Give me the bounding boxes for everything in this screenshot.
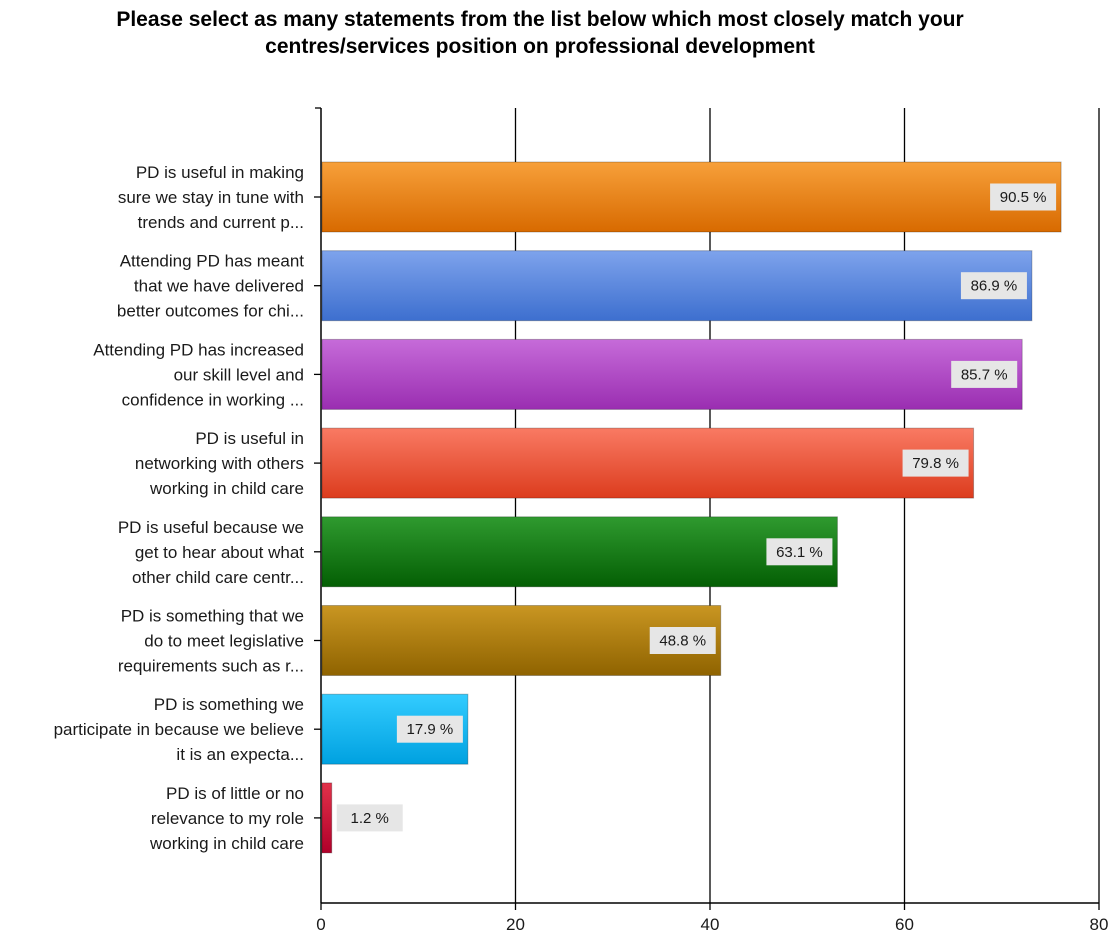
x-tick-label: 0 [316,915,325,934]
data-label: 90.5 % [1000,189,1047,206]
data-label: 86.9 % [971,278,1018,295]
chart-title-line-1: Please select as many statements from th… [116,8,964,31]
bar [321,427,975,499]
category-label: it is an expecta... [176,745,304,764]
labels: 0 20 40 60 80 PD is useful in making sure we s… [54,163,1109,934]
category-label: relevance to my role [151,809,304,828]
category-label: PD is useful in [195,429,304,448]
category-label: better outcomes for chi... [117,302,304,321]
category-label: networking with others [135,454,304,473]
category-label: that we have delivered [134,277,304,296]
category-label: sure we stay in tune with [118,188,304,207]
category-label: our skill level and [174,365,304,384]
bar [321,250,1033,322]
data-label-box [766,538,833,566]
category-label: working in child care [149,834,304,853]
bars [321,161,1062,854]
data-label: 48.8 % [659,633,706,650]
data-label-box [990,183,1057,211]
category-label: PD is useful because we [118,518,304,537]
bar [321,782,333,854]
data-label-box [902,449,969,477]
x-tick-label: 80 [1090,915,1109,934]
bar [321,161,1062,233]
data-label: 85.7 % [961,366,1008,383]
x-tick-label: 40 [701,915,720,934]
data-label: 63.1 % [776,544,823,561]
data-label-box [336,804,403,832]
category-label: PD is something that we [121,607,304,626]
data-label: 17.9 % [407,721,454,738]
chart-title: Please select as many statements from th… [0,6,1080,60]
data-label-box [649,627,716,654]
chart-title-line-2: centres/services position on professiona… [265,35,815,58]
bar [321,338,1023,410]
data-label-box [960,272,1027,300]
category-label: working in child care [149,479,304,498]
bar [321,516,838,588]
category-label: get to hear about what [135,543,304,562]
category-label: PD is useful in making [136,163,304,182]
x-tick-label: 20 [506,915,525,934]
category-label: other child care centr... [132,568,304,587]
axes [314,107,1100,910]
category-label: Attending PD has meant [120,252,305,271]
gridlines [514,108,1100,903]
x-tick-label: 60 [895,915,914,934]
category-label: requirements such as r... [118,657,304,676]
category-label: trends and current p... [138,213,304,232]
data-label-box [951,360,1018,388]
category-label: participate in because we believe [54,720,304,739]
data-label: 79.8 % [912,455,959,472]
category-label: Attending PD has increased [93,340,304,359]
data-label: 1.2 % [351,810,389,827]
category-label: do to meet legislative [144,632,304,651]
category-label: PD is something we [154,695,304,714]
category-label: PD is of little or no [166,784,304,803]
category-label: confidence in working ... [122,390,304,409]
data-label-box [396,715,463,743]
